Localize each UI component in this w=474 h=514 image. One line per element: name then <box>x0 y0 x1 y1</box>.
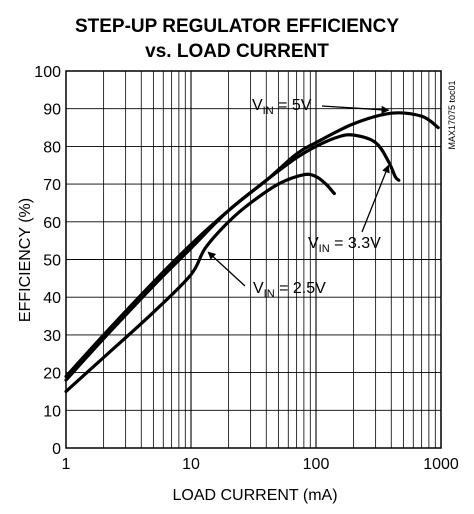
y-tick-label: 80 <box>43 139 61 156</box>
annotation-arrow <box>207 251 246 287</box>
y-tick-label: 60 <box>43 215 61 232</box>
chart-title-line2: vs. LOAD CURRENT <box>145 41 329 62</box>
annotation-vin-2-5v: VIN = 2.5V <box>207 251 326 300</box>
x-tick-label: 1000 <box>423 456 459 473</box>
plot-frame <box>65 70 442 449</box>
series-annotations: VIN = 5V VIN = 3.3V VIN = 2.5V <box>207 97 390 300</box>
grid <box>66 71 441 448</box>
y-tick-label: 40 <box>43 290 61 307</box>
x-tick-label: 10 <box>182 456 200 473</box>
annotation-label: VIN = 5V <box>252 97 312 117</box>
annotation-arrow <box>361 164 390 233</box>
part-watermark: MAX17075 toc01 <box>447 80 457 149</box>
y-tick-label: 10 <box>43 403 61 420</box>
annotation-label: VIN = 3.3V <box>308 235 381 255</box>
y-tick-label: 70 <box>43 177 61 194</box>
y-tick-label: 0 <box>52 441 61 458</box>
x-tick-label: 1 <box>62 456 71 473</box>
annotation-vin-5v: VIN = 5V <box>252 97 390 117</box>
y-axis-label: EFFICIENCY (%) <box>17 198 34 322</box>
x-axis-label: LOAD CURRENT (mA) <box>172 487 337 504</box>
y-tick-label: 50 <box>43 253 61 270</box>
series-line-vin-3-3v <box>64 133 401 378</box>
chart-title-line1: STEP-UP REGULATOR EFFICIENCY <box>75 16 399 37</box>
annotation-vin-3-3v: VIN = 3.3V <box>308 164 390 255</box>
y-tick-label: 20 <box>43 366 61 383</box>
annotation-arrow <box>321 105 390 114</box>
x-tick-label: 100 <box>303 456 330 473</box>
y-tick-label: 100 <box>34 64 61 81</box>
series-line-vin-2-5v <box>64 172 336 393</box>
y-tick-label: 90 <box>43 102 61 119</box>
annotation-label: VIN = 2.5V <box>253 280 326 300</box>
series-lines <box>64 111 440 393</box>
y-tick-label: 30 <box>43 328 61 345</box>
